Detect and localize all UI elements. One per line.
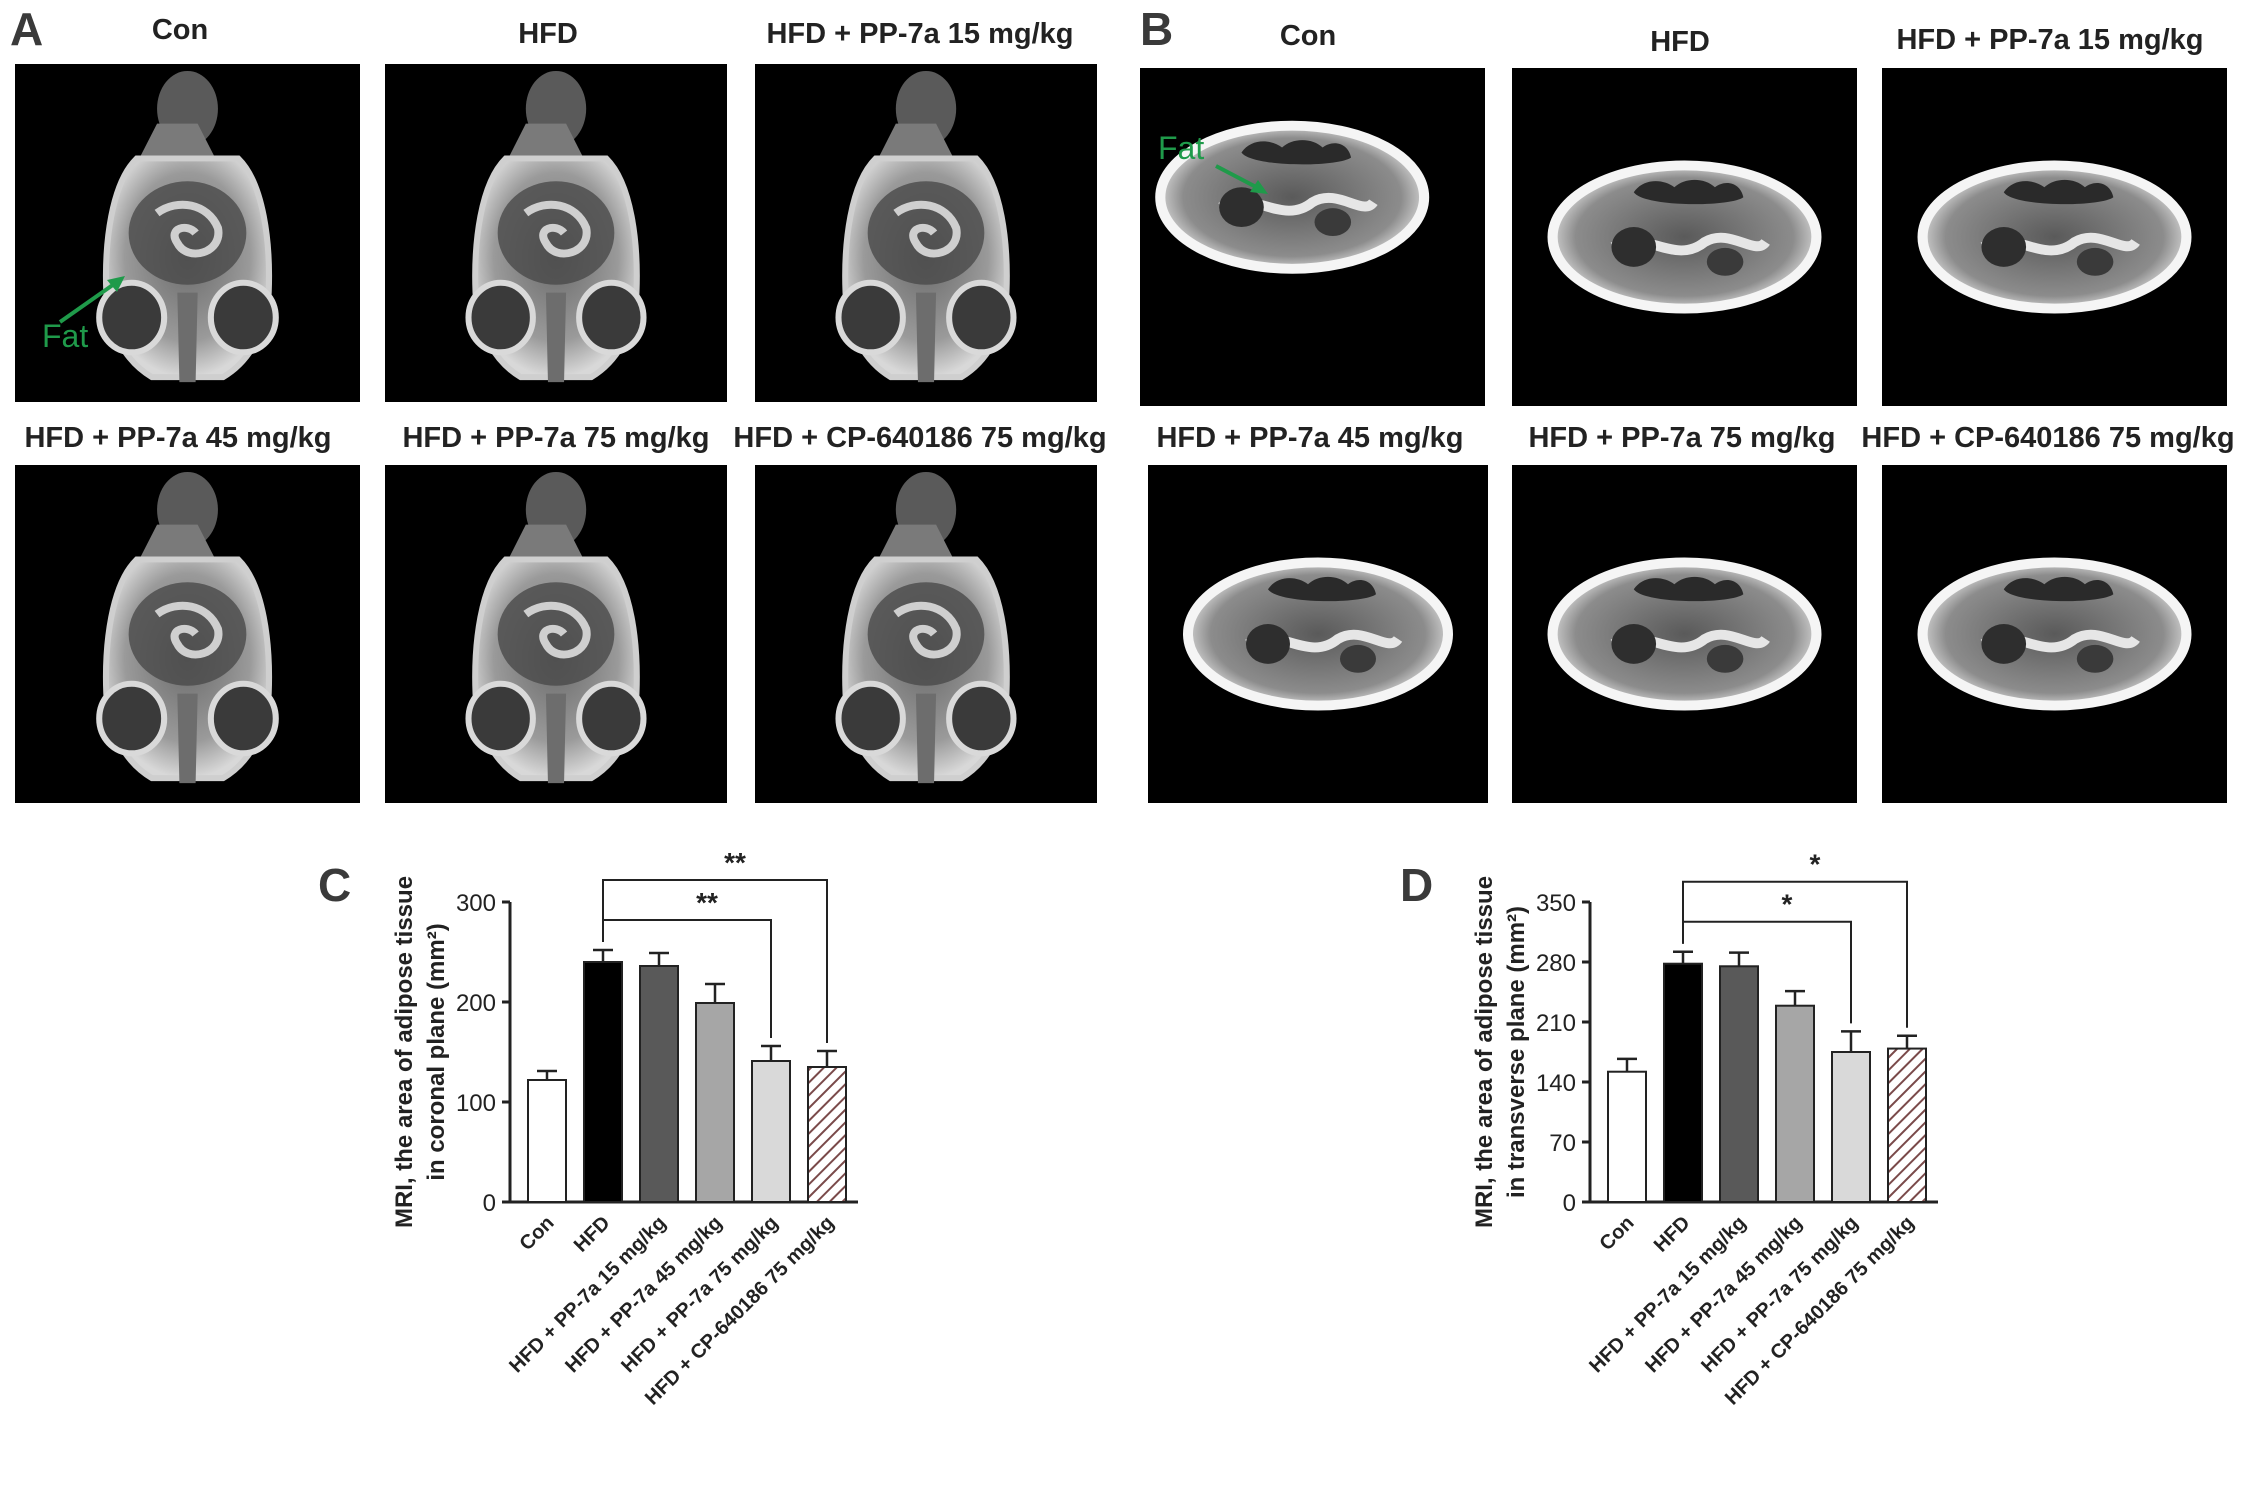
panel-a-title-hfd: HFD — [518, 18, 578, 50]
bar-4 — [1831, 1051, 1871, 1203]
significance-bracket-1 — [602, 879, 828, 1043]
bar-1 — [1663, 962, 1703, 1204]
significance-bracket-0 — [602, 919, 772, 1038]
panel-b-title-pp15: HFD + PP-7a 15 mg/kg — [1896, 24, 2204, 56]
mri-coronal-con — [15, 64, 360, 402]
panel-b-title-hfd: HFD — [1650, 26, 1710, 58]
panel-a-title-pp45: HFD + PP-7a 45 mg/kg — [24, 422, 332, 454]
y-tick-label: 70 — [1549, 1130, 1576, 1157]
y-tick-label: 210 — [1536, 1010, 1576, 1037]
y-axis-label-line1: MRI, the area of adipose tissue — [1471, 876, 1498, 1228]
fat-label-a: Fat — [42, 318, 89, 354]
panel-b-title-pp75: HFD + PP-7a 75 mg/kg — [1528, 422, 1836, 454]
bar-2 — [1719, 965, 1759, 1203]
significance-label-0: ** — [696, 887, 718, 918]
chart-transverse: 0 70 140 210 280 350 MRI, the area of adipose … — [1471, 849, 1938, 1410]
y-tick-label: 0 — [483, 1190, 496, 1217]
bar-5 — [807, 1066, 847, 1203]
mri-coronal-pp45 — [15, 465, 360, 803]
significance-label-1: ** — [724, 847, 746, 878]
mri-transverse-cp — [1882, 465, 2227, 803]
panel-a-title-con: Con — [151, 14, 209, 46]
panel-b-title-pp45: HFD + PP-7a 45 mg/kg — [1156, 422, 1464, 454]
panel-a-title-pp75: HFD + PP-7a 75 mg/kg — [402, 422, 710, 454]
mri-transverse-pp75 — [1512, 465, 1857, 803]
y-tick-label: 140 — [1536, 1070, 1576, 1097]
y-tick-label: 280 — [1536, 950, 1576, 977]
y-axis-label-line2: in transverse plane (mm²) — [1503, 906, 1530, 1198]
mri-coronal-pp15 — [755, 64, 1097, 402]
y-tick-label: 300 — [456, 890, 496, 917]
category-label-1: HFD — [1650, 1212, 1695, 1257]
mri-coronal-hfd — [385, 64, 727, 402]
fat-arrow-b-icon — [1215, 164, 1268, 194]
bar-5 — [1887, 1047, 1927, 1203]
category-label-1: HFD — [570, 1212, 615, 1257]
bar-3 — [695, 1002, 735, 1203]
y-tick-label: 100 — [456, 1090, 496, 1117]
category-label-0: Con — [515, 1212, 558, 1255]
panel-letter-c: C — [318, 859, 352, 911]
y-tick-label: 350 — [1536, 890, 1576, 917]
mri-transverse-pp15 — [1882, 68, 2227, 406]
fat-arrow-a-icon — [58, 276, 125, 324]
mri-transverse-con — [1140, 68, 1485, 406]
mri-transverse-hfd — [1512, 68, 1857, 406]
significance-bracket-0 — [1682, 920, 1852, 1024]
bar-3 — [1775, 1004, 1815, 1203]
mri-coronal-pp75 — [385, 465, 727, 803]
y-axis-label-line1: MRI, the area of adipose tissue — [391, 876, 418, 1228]
significance-label-1: * — [1810, 849, 1821, 880]
mri-coronal-cp — [755, 465, 1097, 803]
bar-1 — [583, 961, 623, 1203]
category-label-0: Con — [1595, 1212, 1638, 1255]
panel-b-title-con: Con — [1279, 20, 1337, 52]
significance-bracket-1 — [1682, 880, 1908, 1028]
mri-transverse-pp45 — [1148, 465, 1488, 803]
panel-letter-d: D — [1400, 859, 1434, 911]
y-axis-label-line2: in coronal plane (mm²) — [423, 923, 450, 1180]
chart-coronal: 0 100 200 300 MRI, the area of adipose tissu… — [391, 847, 858, 1410]
bar-0 — [1607, 1070, 1647, 1203]
panel-letter-a: A — [10, 3, 44, 55]
significance-label-0: * — [1782, 889, 1793, 920]
y-tick-label: 0 — [1563, 1190, 1576, 1217]
y-tick-label: 200 — [456, 990, 496, 1017]
bar-0 — [527, 1079, 567, 1203]
panel-letter-b: B — [1140, 3, 1174, 55]
panel-a-title-pp15: HFD + PP-7a 15 mg/kg — [766, 18, 1074, 50]
fat-label-b: Fat — [1158, 130, 1205, 166]
panel-b-title-cp: HFD + CP-640186 75 mg/kg — [1861, 422, 2235, 454]
bar-2 — [639, 965, 679, 1203]
panel-a-title-cp: HFD + CP-640186 75 mg/kg — [733, 422, 1107, 454]
bar-4 — [751, 1060, 791, 1203]
